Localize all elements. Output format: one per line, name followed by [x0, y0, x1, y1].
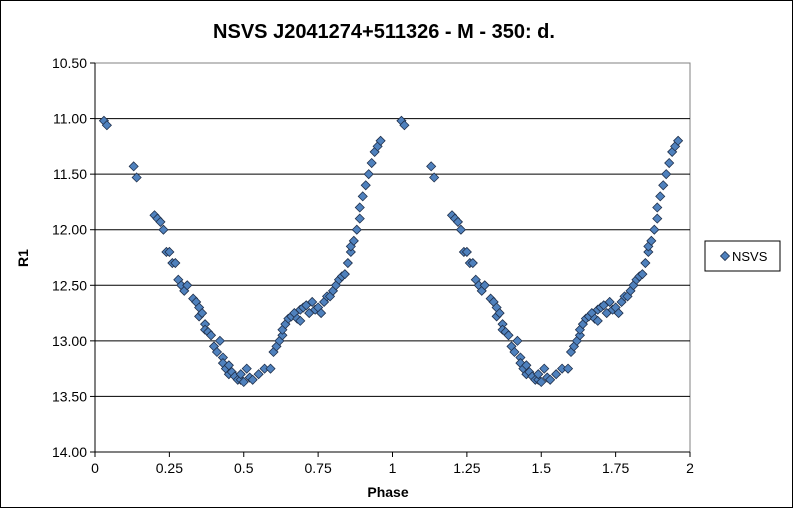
data-point: [348, 235, 359, 246]
data-point: [640, 257, 651, 269]
data-point: [211, 346, 223, 358]
data-point: [158, 224, 169, 235]
data-point: [128, 161, 139, 172]
data-point: [205, 330, 217, 341]
data-point: [182, 280, 193, 291]
data-point: [429, 172, 440, 183]
data-point: [351, 224, 362, 235]
data-point: [551, 369, 562, 380]
data-point: [131, 172, 142, 183]
data-point: [562, 363, 574, 374]
data-point: [399, 120, 410, 131]
data-point: [455, 224, 466, 235]
data-point: [509, 346, 520, 358]
data-point: [503, 330, 514, 341]
data-point: [512, 335, 523, 346]
gridlines: [95, 118, 690, 397]
legend-marker-diamond-icon: [719, 250, 731, 262]
data-point: [101, 120, 112, 131]
y-tick-label: 14.00: [52, 444, 87, 460]
data-point: [265, 363, 276, 374]
data-point: [360, 180, 371, 191]
data-point: [604, 296, 615, 308]
data-point: [426, 161, 437, 172]
y-tick-label: 10.50: [52, 55, 87, 71]
legend-box: [704, 240, 781, 272]
data-point: [339, 269, 350, 280]
data-point: [637, 269, 648, 280]
x-tick-label: 0: [91, 460, 99, 476]
x-tick-label: 1.5: [532, 460, 552, 476]
data-point: [646, 235, 657, 246]
data-point: [673, 135, 684, 146]
data-point: [345, 246, 356, 258]
x-tick-label: 0.25: [156, 460, 183, 476]
data-point: [164, 246, 175, 258]
data-point: [295, 315, 306, 326]
data-point: [366, 157, 377, 169]
data-point: [214, 335, 226, 346]
data-point: [363, 169, 374, 180]
data-point: [197, 308, 208, 319]
x-tick-label: 1: [389, 460, 397, 476]
y-tick-label: 11.50: [53, 166, 87, 182]
data-point: [664, 157, 675, 169]
data-point: [658, 180, 669, 191]
data-point: [643, 246, 654, 258]
x-axis-label: Phase: [367, 484, 408, 500]
data-point: [238, 376, 249, 388]
data-point: [545, 374, 556, 385]
x-tick-label: 1.75: [602, 460, 629, 476]
data-points: [98, 115, 684, 388]
data-point: [652, 202, 663, 213]
data-point: [241, 363, 252, 374]
data-point: [155, 216, 166, 227]
x-tick-label: 2: [686, 460, 694, 476]
data-point: [277, 330, 288, 341]
data-point: [613, 308, 624, 319]
data-point: [649, 224, 660, 235]
y-axis-ticks: 10.50 11.00 11.50 12.00 12.50 13.00 13.50 14.00: [52, 55, 95, 460]
y-axis-label: R1: [15, 249, 31, 267]
data-point: [539, 363, 550, 374]
data-point: [536, 376, 547, 388]
data-point: [170, 257, 181, 269]
legend: NSVS: [704, 240, 781, 272]
data-point: [307, 296, 318, 308]
data-point: [235, 369, 246, 380]
data-point: [354, 213, 365, 224]
chart-title: NSVS J2041274+511326 - M - 350: d.: [213, 21, 555, 43]
data-point: [452, 216, 464, 227]
data-point: [461, 246, 472, 258]
data-point: [655, 191, 666, 202]
data-point: [652, 213, 663, 224]
data-point: [375, 135, 386, 146]
data-point: [342, 257, 353, 269]
x-tick-label: 1.25: [453, 460, 480, 476]
data-point: [247, 374, 258, 385]
x-axis-ticks: 0 0.25 0.5 0.75 1 1.25 1.5 1.75 2: [91, 452, 694, 476]
data-point: [533, 369, 544, 380]
data-point: [253, 369, 264, 380]
y-tick-label: 13.50: [52, 388, 87, 404]
data-point: [661, 169, 672, 180]
data-point: [467, 257, 478, 269]
data-point: [354, 202, 365, 213]
data-point: [494, 308, 505, 319]
legend-entry-nsvs: NSVS: [732, 249, 768, 264]
data-point: [479, 280, 490, 291]
x-tick-label: 0.75: [305, 460, 332, 476]
y-tick-label: 13.00: [52, 333, 87, 349]
x-tick-label: 0.5: [234, 460, 254, 476]
y-tick-label: 12.50: [52, 277, 87, 293]
y-tick-label: 11.00: [53, 111, 87, 127]
plot-area: [94, 62, 691, 453]
data-point: [574, 330, 585, 341]
y-tick-label: 12.00: [52, 222, 87, 238]
data-point: [316, 308, 327, 319]
data-point: [357, 191, 368, 202]
data-point: [592, 315, 603, 326]
